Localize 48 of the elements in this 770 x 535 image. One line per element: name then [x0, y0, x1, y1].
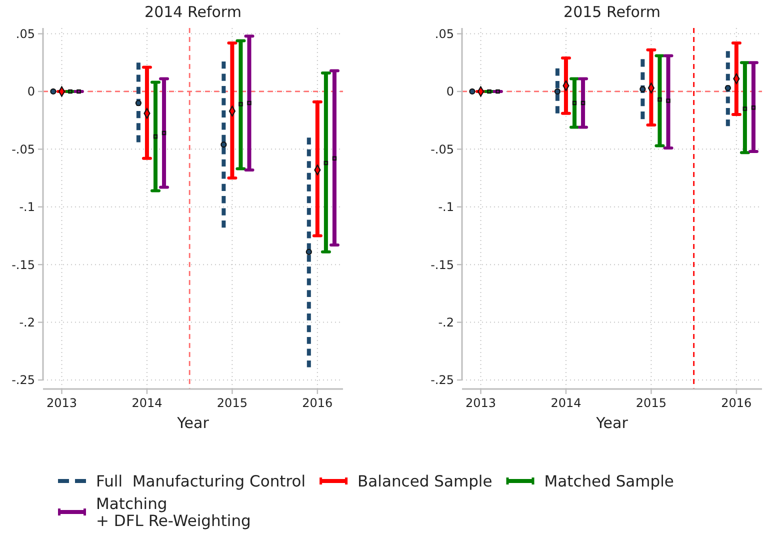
point: [247, 100, 252, 106]
y-tick-label: 0: [27, 84, 35, 99]
y-tick-label: -.2: [438, 315, 454, 330]
point: [153, 134, 158, 139]
y-tick-label: -.1: [438, 200, 454, 214]
point: [554, 88, 561, 95]
point: [332, 156, 337, 161]
point: [751, 106, 756, 110]
x-tick-label: 2013: [46, 396, 78, 410]
x-tick-label: 2016: [302, 396, 333, 410]
y-tick-label: 0: [446, 84, 454, 99]
x-tick-label: 2015: [216, 396, 248, 410]
y-tick-label: .05: [434, 26, 454, 41]
x-tick-label: 2013: [465, 396, 496, 410]
legend-label: Matching + DFL Re-Weighting: [96, 494, 251, 530]
x-tick-label: 2015: [636, 396, 666, 410]
y-tick-label: -.25: [430, 373, 454, 388]
y-tick-label: -.15: [12, 258, 35, 272]
point: [658, 97, 662, 102]
legend-label: Matched Sample: [544, 472, 674, 490]
legend-label: Full Manufacturing Control: [96, 472, 306, 490]
point: [724, 84, 731, 92]
point: [572, 100, 577, 106]
point: [742, 106, 748, 111]
x-axis-title: Year: [595, 414, 629, 432]
y-tick-label: -.1: [19, 200, 35, 214]
y-tick-label: -.05: [430, 142, 454, 156]
y-tick-label: .05: [16, 26, 35, 41]
point: [324, 160, 328, 166]
y-tick-label: -.05: [12, 142, 35, 156]
y-tick-label: -.2: [19, 315, 35, 330]
point: [640, 86, 646, 92]
point: [220, 141, 227, 148]
point: [666, 98, 670, 103]
legend-label: Balanced Sample: [358, 472, 492, 490]
point: [135, 100, 142, 106]
point: [580, 100, 586, 106]
y-tick-label: -.15: [430, 258, 454, 272]
y-tick-label: -.25: [12, 373, 35, 388]
point: [306, 248, 312, 255]
chart-title: 2014 Reform: [144, 3, 242, 21]
point: [238, 102, 243, 106]
x-tick-label: 2016: [721, 396, 752, 410]
point: [162, 130, 166, 136]
x-tick-label: 2014: [550, 396, 582, 410]
x-tick-label: 2014: [132, 396, 162, 410]
x-axis-title: Year: [176, 414, 210, 432]
chart-title: 2015 Reform: [564, 3, 660, 21]
